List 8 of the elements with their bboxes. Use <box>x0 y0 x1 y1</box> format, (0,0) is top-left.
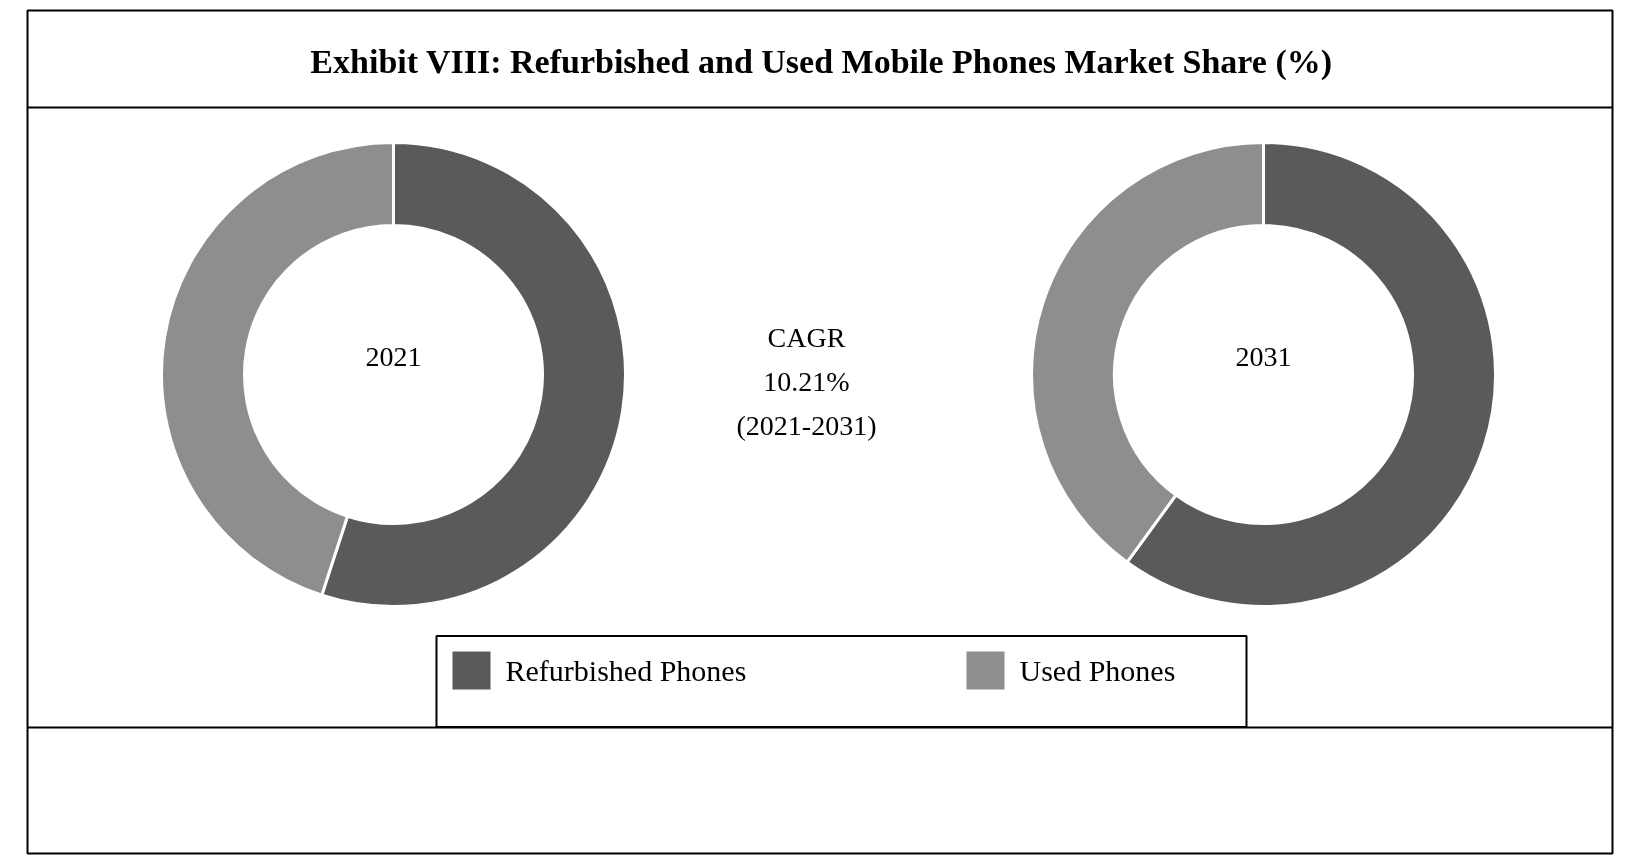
legend-label: Refurbished Phones <box>505 654 747 687</box>
text: 10.21% <box>763 366 850 397</box>
legend-label: Used Phones <box>1019 654 1176 687</box>
text: 2021 <box>365 340 422 372</box>
chart-title: Exhibit VIII: Refurbished and Used Mobile Phones Market Share (%) <box>310 43 1333 81</box>
text: 2031 <box>1235 340 1292 372</box>
text: CAGR <box>767 322 846 353</box>
text: (2021-2031) <box>736 410 877 441</box>
